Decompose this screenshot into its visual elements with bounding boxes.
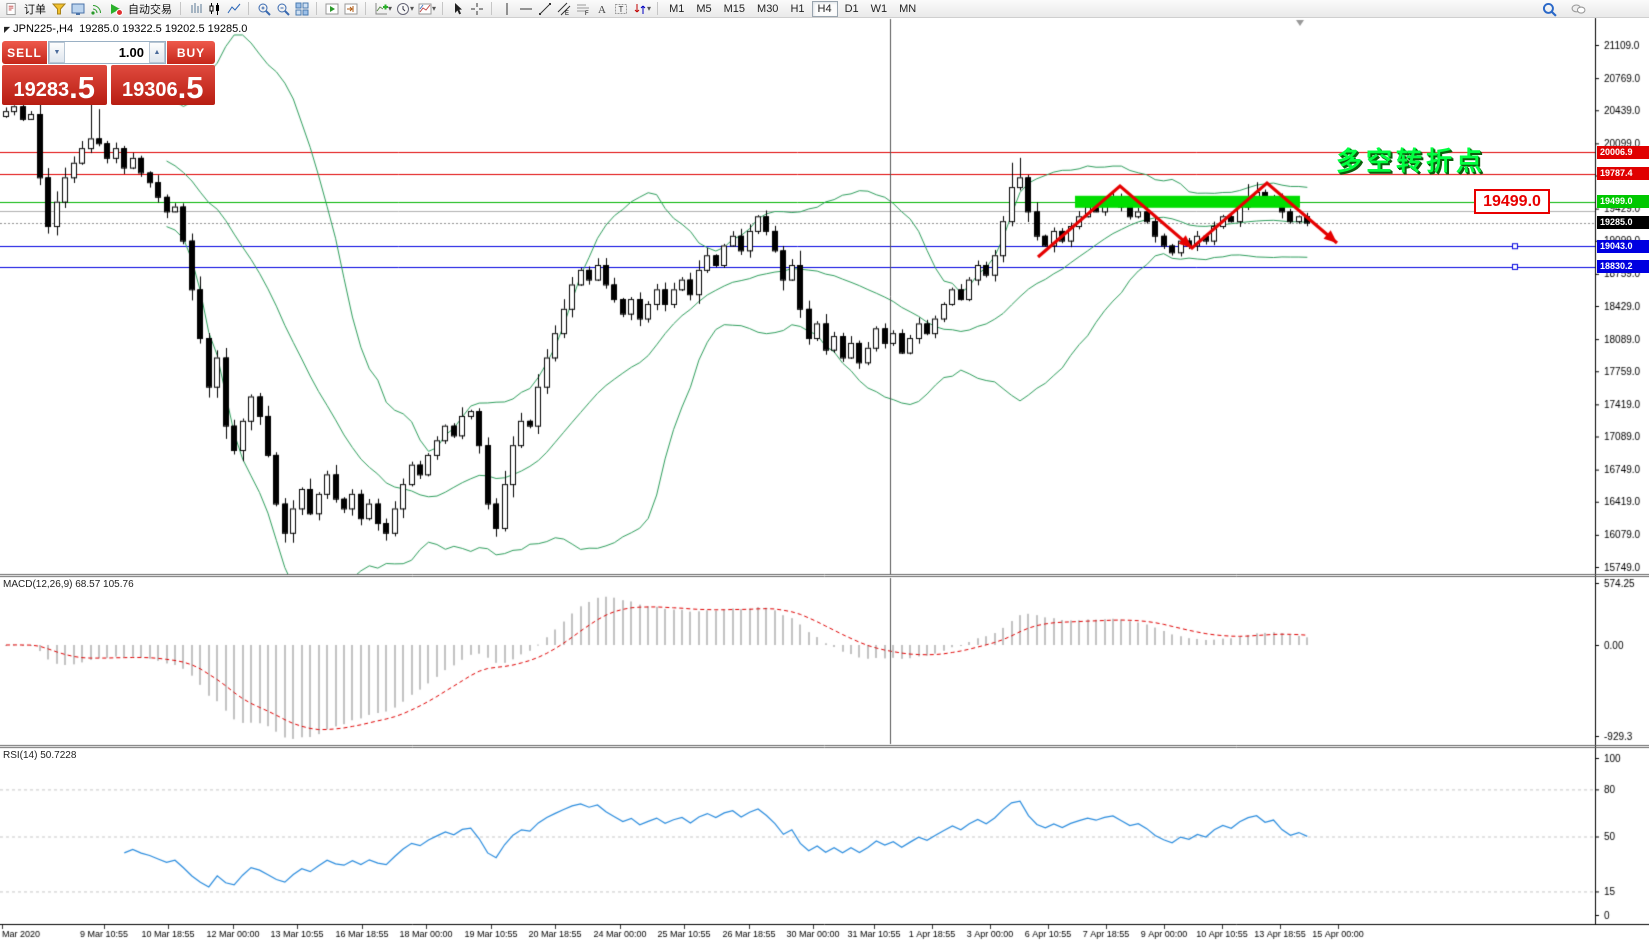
toolbar: 订单 自动交易 ▾ ▾ ▾ E F A T ▾ M1 M5 M1 xyxy=(0,0,1649,18)
toolbar-separator xyxy=(442,2,444,15)
funnel-icon[interactable] xyxy=(50,1,67,17)
macd-label: MACD(12,26,9) 68.57 105.76 xyxy=(3,579,134,590)
chevron-down-icon[interactable]: ▾ xyxy=(410,4,415,13)
text-label-tool-icon[interactable]: T xyxy=(612,1,629,17)
tab-timeframe-mn[interactable]: MN xyxy=(899,2,917,15)
new-order-button[interactable]: 订单 xyxy=(24,3,46,16)
sell-button[interactable]: SELL xyxy=(2,41,47,64)
chart-shift-icon[interactable] xyxy=(342,1,359,17)
vertical-line-tool-icon[interactable] xyxy=(498,1,515,17)
one-click-trading-panel: SELL ▼ ▲ BUY 19283.5 19306.5 xyxy=(2,41,215,105)
price-tag-19499[interactable]: 19499.0 xyxy=(1474,189,1550,214)
buy-price-main: 19306 xyxy=(122,79,178,101)
price-level-chip: 19499.0 xyxy=(1597,195,1649,209)
chat-icon[interactable] xyxy=(1570,1,1587,17)
terminal-window-icon[interactable] xyxy=(69,1,86,17)
signal-icon[interactable] xyxy=(88,1,105,17)
autotrade-icon[interactable] xyxy=(107,1,124,17)
text-tool-icon[interactable]: A xyxy=(593,1,610,17)
volume-decrease-button[interactable]: ▼ xyxy=(49,42,65,63)
price-level-chip: 19787.4 xyxy=(1597,167,1649,181)
chevron-down-icon[interactable]: ▾ xyxy=(388,4,393,13)
cursor-tool-icon[interactable] xyxy=(449,1,466,17)
chart-title-bar: ◤ JPN225-,H4 19285.0 19322.5 19202.5 1928… xyxy=(4,23,247,35)
toolbar-separator xyxy=(491,2,493,15)
toolbar-separator xyxy=(657,2,659,15)
new-order-doc-icon[interactable] xyxy=(3,1,20,17)
horizontal-line-tool-icon[interactable] xyxy=(517,1,534,17)
svg-text:F: F xyxy=(585,11,589,16)
tab-timeframe-w1[interactable]: W1 xyxy=(870,2,888,15)
chart-active-marker-icon: ◤ xyxy=(4,25,11,34)
price-level-chip: 18830.2 xyxy=(1597,260,1649,274)
toolbar-separator xyxy=(316,2,317,15)
tab-timeframe-m30[interactable]: M30 xyxy=(757,2,779,15)
fibonacci-tool-icon[interactable]: F xyxy=(574,1,591,17)
candlestick-type-icon[interactable] xyxy=(206,1,223,17)
zoom-out-icon[interactable] xyxy=(274,1,291,17)
arrows-tool-icon[interactable] xyxy=(631,1,648,17)
templates-icon[interactable] xyxy=(416,1,433,17)
toolbar-separator xyxy=(365,2,366,15)
buy-price-display[interactable]: 19306.5 xyxy=(110,65,215,105)
bar-chart-type-icon[interactable] xyxy=(187,1,204,17)
tab-timeframe-m5[interactable]: M5 xyxy=(696,2,712,15)
sell-price-display[interactable]: 19283.5 xyxy=(2,65,107,105)
sell-price-pips: .5 xyxy=(69,70,95,105)
search-icon[interactable] xyxy=(1541,1,1558,17)
indicators-add-icon[interactable] xyxy=(372,1,389,17)
crosshair-tool-icon[interactable] xyxy=(468,1,485,17)
auto-scroll-icon[interactable] xyxy=(323,1,340,17)
turning-point-annotation[interactable]: 多空转折点 xyxy=(1336,146,1487,176)
price-level-chip: 20006.9 xyxy=(1597,145,1649,159)
svg-text:E: E xyxy=(565,11,569,16)
tab-timeframe-d1[interactable]: D1 xyxy=(844,2,859,15)
volume-input[interactable] xyxy=(65,42,149,63)
tab-timeframe-h4[interactable]: H4 xyxy=(811,0,838,17)
symbol-ohlc-title: JPN225-,H4 19285.0 19322.5 19202.5 19285… xyxy=(13,23,248,35)
toolbar-separator xyxy=(180,2,181,15)
zoom-in-icon[interactable] xyxy=(255,1,272,17)
price-level-chip: 19285.0 xyxy=(1597,216,1649,230)
volume-increase-button[interactable]: ▲ xyxy=(149,42,165,63)
chevron-down-icon[interactable]: ▾ xyxy=(647,4,652,13)
chevron-down-icon[interactable]: ▾ xyxy=(432,4,437,13)
rsi-label: RSI(14) 50.7228 xyxy=(3,750,77,761)
price-level-chip: 19043.0 xyxy=(1597,239,1649,253)
line-chart-type-icon[interactable] xyxy=(225,1,242,17)
periods-clock-icon[interactable] xyxy=(394,1,411,17)
channel-tool-icon[interactable]: E xyxy=(555,1,572,17)
toolbar-separator xyxy=(248,2,249,15)
volume-box: ▼ ▲ xyxy=(48,41,166,64)
tile-windows-icon[interactable] xyxy=(293,1,310,17)
sell-price-main: 19283 xyxy=(13,79,70,101)
tab-timeframe-h1[interactable]: H1 xyxy=(790,2,805,15)
tab-timeframe-m15[interactable]: M15 xyxy=(723,2,746,15)
autotrade-button[interactable]: 自动交易 xyxy=(128,3,172,16)
buy-button[interactable]: BUY xyxy=(167,41,215,64)
svg-text:T: T xyxy=(618,5,623,14)
tab-timeframe-m1[interactable]: M1 xyxy=(669,2,685,15)
trendline-tool-icon[interactable] xyxy=(536,1,553,17)
buy-price-pips: .5 xyxy=(177,70,204,105)
svg-text:A: A xyxy=(598,4,606,16)
toolbar-right xyxy=(1541,1,1587,17)
